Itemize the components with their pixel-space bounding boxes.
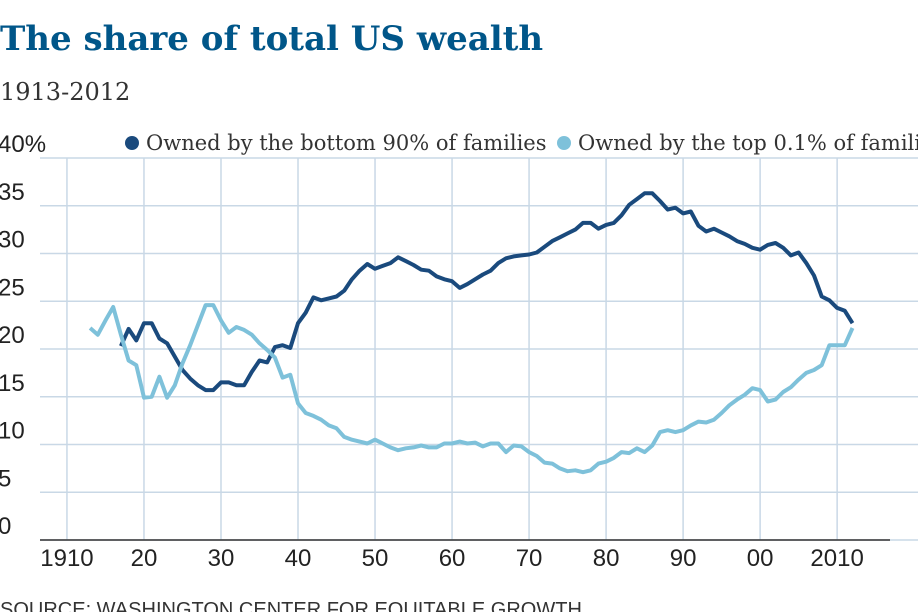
x-tick-label: 20 xyxy=(131,545,158,572)
x-tick-label: 1910 xyxy=(40,545,93,572)
y-tick-label: 35 xyxy=(0,179,25,206)
legend-bg xyxy=(122,129,522,157)
source-note: SOURCE: WASHINGTON CENTER FOR EQUITABLE … xyxy=(0,599,582,612)
y-tick-label: 5 xyxy=(0,465,11,492)
chart-title: The share of total US wealth xyxy=(0,19,543,59)
x-tick-label: 90 xyxy=(670,545,697,572)
x-tick-label: 40 xyxy=(285,545,312,572)
legend-bg xyxy=(554,129,908,157)
y-tick-label: 15 xyxy=(0,370,25,397)
y-tick-label: 25 xyxy=(0,274,25,301)
x-tick-label: 00 xyxy=(747,545,774,572)
legend-label: Owned by the top 0.1% of families xyxy=(578,131,918,155)
x-tick-label: 50 xyxy=(362,545,389,572)
x-tick-label: 2010 xyxy=(810,545,863,572)
legend-label: Owned by the bottom 90% of families xyxy=(146,131,547,155)
chart-subtitle: 1913-2012 xyxy=(0,78,130,106)
y-tick-label: 0 xyxy=(0,513,11,540)
legend-swatch xyxy=(125,136,139,150)
series-line xyxy=(119,191,855,393)
x-tick-label: 30 xyxy=(208,545,235,572)
x-tick-label: 70 xyxy=(516,545,543,572)
x-tick-label: 80 xyxy=(593,545,620,572)
legend-swatch xyxy=(557,136,571,150)
x-tick-label: 60 xyxy=(439,545,466,572)
y-tick-label: 20 xyxy=(0,322,25,349)
y-tick-label: 30 xyxy=(0,227,25,254)
y-tick-label: 10 xyxy=(0,418,25,445)
series-line xyxy=(88,303,855,475)
y-tick-label: 40% xyxy=(0,131,46,158)
